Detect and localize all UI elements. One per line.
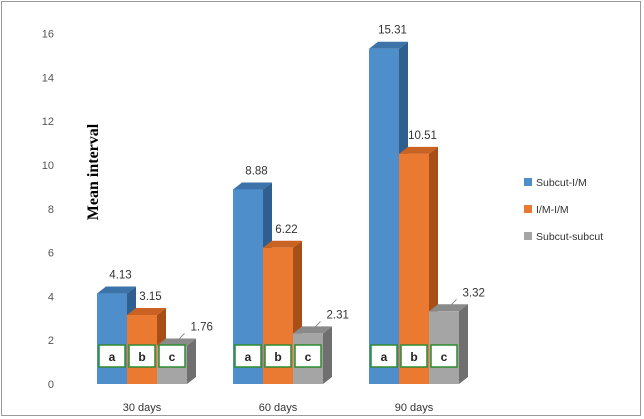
y-tick-label: 2	[48, 335, 54, 347]
data-label: 8.88	[245, 166, 267, 178]
bar-top	[399, 146, 438, 154]
letter-box-label: a	[109, 350, 116, 364]
x-axis-category-label: 60 days	[259, 402, 298, 414]
data-label: 3.32	[463, 287, 485, 299]
y-tick-label: 16	[42, 29, 54, 41]
y-tick-label: 12	[42, 116, 54, 128]
letter-box-label: c	[441, 350, 448, 364]
letter-box	[264, 344, 292, 368]
bar-side	[323, 326, 332, 384]
data-label-leader	[310, 321, 321, 332]
legend-label: Subcut-I/M	[536, 177, 587, 189]
bar-top	[263, 240, 302, 248]
y-axis-title: Mean interval	[85, 123, 102, 220]
legend-swatch	[524, 232, 532, 240]
data-label-leader	[174, 333, 185, 344]
letter-box-label: b	[410, 350, 417, 364]
y-tick-label: 0	[48, 379, 54, 391]
letter-box	[234, 344, 262, 368]
letter-box	[98, 344, 126, 368]
bar	[97, 293, 127, 384]
letter-box-label: c	[305, 350, 312, 364]
y-axis-ticks: 0 2 4 6 8 10 12 14 16	[42, 29, 54, 391]
legend: Subcut-I/M I/M-I/M Subcut-subcut	[524, 177, 603, 243]
data-labels: 4.13 3.15 1.76 8.88 6.22 2.31 15.31 10.51 3.32	[109, 25, 485, 344]
bars-group	[97, 41, 468, 384]
legend-swatch	[524, 178, 532, 186]
data-label: 4.13	[109, 270, 131, 282]
bar-side	[187, 338, 196, 384]
bar	[369, 48, 399, 384]
data-label: 2.31	[327, 309, 349, 321]
letter-box-label: a	[245, 350, 252, 364]
legend-label: Subcut-subcut	[536, 231, 603, 243]
legend-swatch	[524, 205, 532, 213]
bar-top	[233, 182, 272, 190]
y-tick-label: 8	[48, 204, 54, 216]
letter-box-label: a	[381, 350, 388, 364]
letter-box-label: b	[138, 350, 145, 364]
data-label: 10.51	[408, 130, 437, 142]
x-axis-category-labels: 30 days 60 days 90 days	[123, 402, 434, 414]
data-label: 15.31	[378, 25, 407, 37]
legend-label: I/M-I/M	[536, 204, 569, 216]
x-axis-category-label: 90 days	[395, 402, 434, 414]
letter-box	[370, 344, 398, 368]
data-label: 3.15	[139, 291, 161, 303]
letter-box	[400, 344, 428, 368]
bar-side	[459, 304, 468, 384]
letter-box-label: b	[274, 350, 281, 364]
letter-box	[158, 344, 186, 368]
y-tick-label: 4	[48, 291, 54, 303]
bar-top	[97, 286, 136, 294]
bar-top	[369, 41, 408, 49]
bar-top	[127, 308, 166, 316]
y-tick-label: 10	[42, 160, 54, 172]
y-tick-label: 6	[48, 248, 54, 260]
data-label: 1.76	[191, 321, 213, 333]
letter-box	[430, 344, 458, 368]
data-label-leader	[446, 298, 457, 310]
letter-box-label: c	[169, 350, 176, 364]
data-label: 6.22	[275, 224, 297, 236]
letter-box	[128, 344, 156, 368]
x-axis-category-label: 30 days	[123, 402, 162, 414]
y-tick-label: 14	[42, 72, 54, 84]
letter-box	[294, 344, 322, 368]
